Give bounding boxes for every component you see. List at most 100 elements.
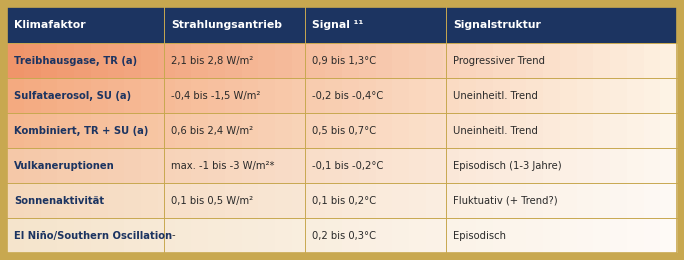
- Bar: [91, 183, 109, 218]
- Bar: [7, 218, 25, 253]
- Text: Progressiver Trend: Progressiver Trend: [453, 55, 545, 66]
- Bar: [124, 183, 142, 218]
- Bar: [392, 218, 410, 253]
- Bar: [492, 43, 510, 78]
- Text: Strahlungsantrieb: Strahlungsantrieb: [172, 20, 282, 30]
- Bar: [275, 113, 293, 148]
- Bar: [560, 148, 577, 183]
- Bar: [425, 113, 443, 148]
- Bar: [259, 218, 276, 253]
- Bar: [644, 183, 661, 218]
- Bar: [644, 148, 661, 183]
- Text: 0,5 bis 0,7°C: 0,5 bis 0,7°C: [312, 126, 376, 135]
- Bar: [342, 148, 360, 183]
- Bar: [358, 78, 376, 113]
- Bar: [376, 148, 393, 183]
- Bar: [526, 43, 544, 78]
- Bar: [560, 183, 577, 218]
- Bar: [409, 218, 427, 253]
- Bar: [593, 113, 611, 148]
- Bar: [476, 43, 494, 78]
- Bar: [24, 218, 42, 253]
- Bar: [376, 113, 393, 148]
- Bar: [40, 148, 58, 183]
- Text: Klimafaktor: Klimafaktor: [14, 20, 86, 30]
- Bar: [91, 43, 109, 78]
- Bar: [492, 183, 510, 218]
- Bar: [526, 113, 544, 148]
- Text: -0,4 bis -1,5 W/m²: -0,4 bis -1,5 W/m²: [172, 90, 261, 101]
- Bar: [158, 218, 176, 253]
- Bar: [192, 43, 209, 78]
- Bar: [376, 78, 393, 113]
- Bar: [225, 78, 243, 113]
- Bar: [308, 218, 326, 253]
- Bar: [425, 183, 443, 218]
- Bar: [644, 78, 661, 113]
- Bar: [57, 183, 75, 218]
- Bar: [74, 78, 92, 113]
- Bar: [526, 148, 544, 183]
- Bar: [241, 218, 259, 253]
- Bar: [560, 43, 577, 78]
- Bar: [74, 148, 92, 183]
- Bar: [492, 148, 510, 183]
- Bar: [543, 113, 561, 148]
- Text: Fluktuativ (+ Trend?): Fluktuativ (+ Trend?): [453, 196, 557, 205]
- Bar: [292, 78, 309, 113]
- Bar: [124, 148, 142, 183]
- Bar: [225, 183, 243, 218]
- Bar: [543, 78, 561, 113]
- Bar: [308, 78, 326, 113]
- Text: Uneinheitl. Trend: Uneinheitl. Trend: [453, 126, 538, 135]
- Text: Episodisch (1-3 Jahre): Episodisch (1-3 Jahre): [453, 160, 562, 171]
- Bar: [24, 113, 42, 148]
- Bar: [107, 43, 125, 78]
- Bar: [610, 43, 628, 78]
- Bar: [627, 183, 644, 218]
- Bar: [443, 113, 460, 148]
- Bar: [560, 218, 577, 253]
- Bar: [7, 113, 25, 148]
- Bar: [409, 43, 427, 78]
- Bar: [459, 218, 477, 253]
- Bar: [443, 78, 460, 113]
- Text: Sulfataerosol, SU (a): Sulfataerosol, SU (a): [14, 90, 131, 101]
- Bar: [409, 183, 427, 218]
- Text: Signalstruktur: Signalstruktur: [453, 20, 541, 30]
- Bar: [208, 218, 226, 253]
- Text: -0,1 bis -0,2°C: -0,1 bis -0,2°C: [312, 160, 384, 171]
- Bar: [342, 218, 360, 253]
- Bar: [644, 113, 661, 148]
- Bar: [7, 183, 25, 218]
- Bar: [526, 218, 544, 253]
- Bar: [593, 43, 611, 78]
- Bar: [158, 43, 176, 78]
- Bar: [24, 43, 42, 78]
- Bar: [543, 183, 561, 218]
- Bar: [577, 113, 594, 148]
- Bar: [560, 113, 577, 148]
- Bar: [660, 43, 678, 78]
- Bar: [208, 43, 226, 78]
- Bar: [409, 78, 427, 113]
- Bar: [158, 78, 176, 113]
- Bar: [476, 148, 494, 183]
- Bar: [241, 183, 259, 218]
- Bar: [292, 43, 309, 78]
- Bar: [358, 43, 376, 78]
- Text: max. -1 bis -3 W/m²*: max. -1 bis -3 W/m²*: [172, 160, 275, 171]
- Bar: [627, 218, 644, 253]
- Bar: [627, 43, 644, 78]
- Bar: [443, 183, 460, 218]
- Text: Vulkaneruptionen: Vulkaneruptionen: [14, 160, 115, 171]
- Text: 2,1 bis 2,8 W/m²: 2,1 bis 2,8 W/m²: [172, 55, 254, 66]
- Bar: [141, 43, 159, 78]
- Bar: [425, 43, 443, 78]
- Bar: [107, 218, 125, 253]
- Bar: [326, 78, 343, 113]
- Bar: [74, 218, 92, 253]
- Bar: [225, 148, 243, 183]
- Bar: [57, 78, 75, 113]
- Bar: [610, 78, 628, 113]
